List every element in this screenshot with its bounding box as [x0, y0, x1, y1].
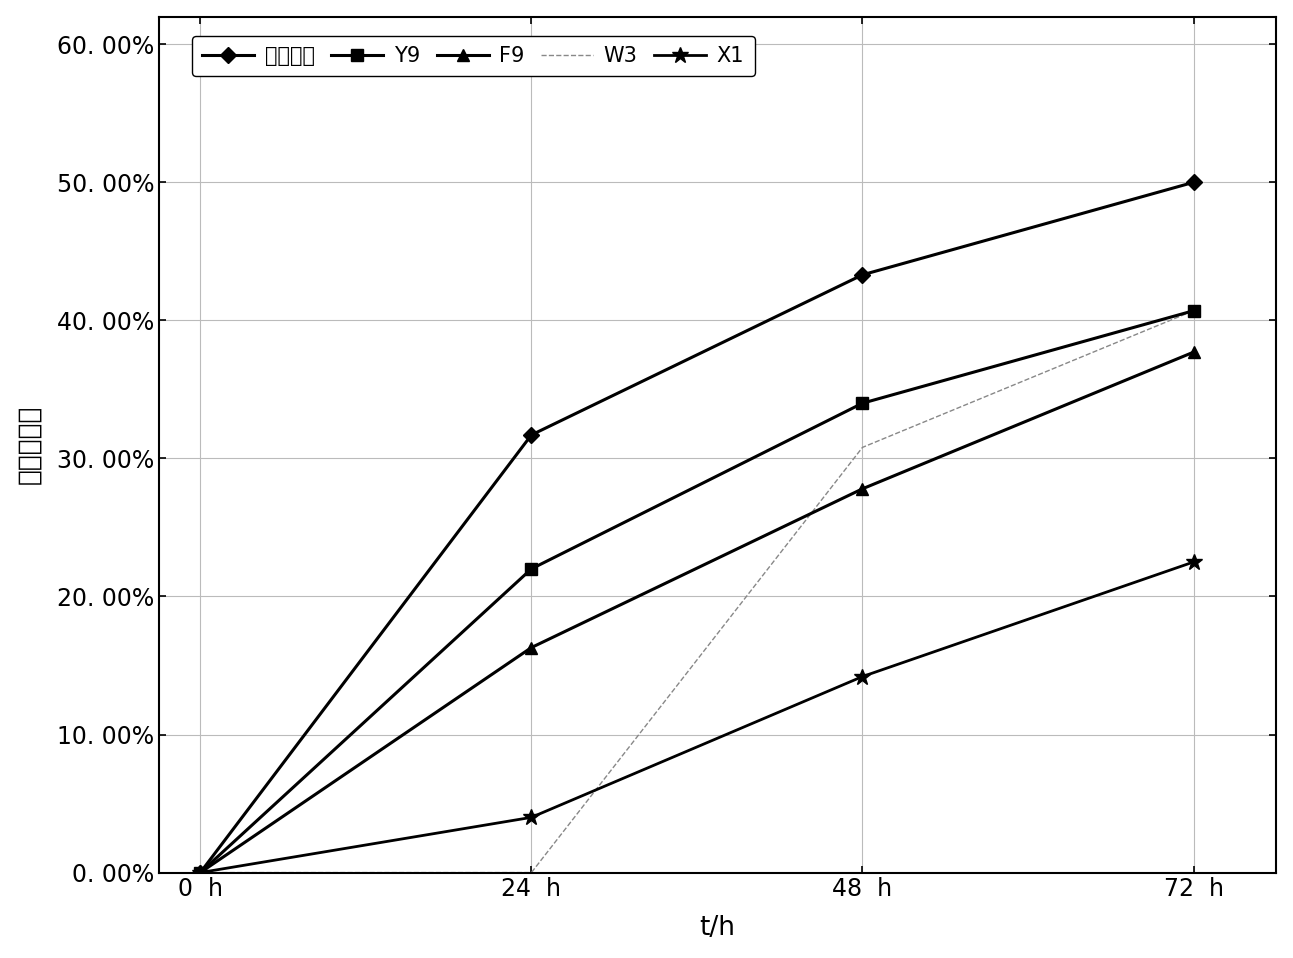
W3 [1186, 305, 1201, 316]
Legend: 混合菌群, Y9, F9, W3, X1: 混合菌群, Y9, F9, W3, X1 [191, 35, 755, 77]
Y9 [524, 563, 539, 575]
Line: Y9: Y9 [195, 306, 1199, 878]
F9 [193, 867, 208, 878]
X1 [1186, 557, 1201, 568]
混合菌群 [524, 429, 539, 441]
W3 [193, 867, 208, 878]
Line: W3: W3 [200, 310, 1193, 873]
Line: X1: X1 [191, 554, 1202, 881]
X1 [524, 811, 539, 823]
Y-axis label: 柴油降解率: 柴油降解率 [17, 405, 43, 485]
X1 [855, 671, 870, 682]
Line: 混合菌群: 混合菌群 [195, 177, 1199, 878]
F9 [1186, 347, 1201, 358]
X-axis label: t/h: t/h [700, 915, 736, 942]
F9 [524, 642, 539, 653]
混合菌群 [193, 867, 208, 878]
Y9 [855, 398, 870, 409]
Y9 [1186, 305, 1201, 316]
混合菌群 [855, 269, 870, 281]
F9 [855, 483, 870, 494]
Line: F9: F9 [195, 347, 1199, 878]
Y9 [193, 867, 208, 878]
W3 [524, 867, 539, 878]
X1 [193, 867, 208, 878]
混合菌群 [1186, 176, 1201, 188]
W3 [855, 442, 870, 453]
